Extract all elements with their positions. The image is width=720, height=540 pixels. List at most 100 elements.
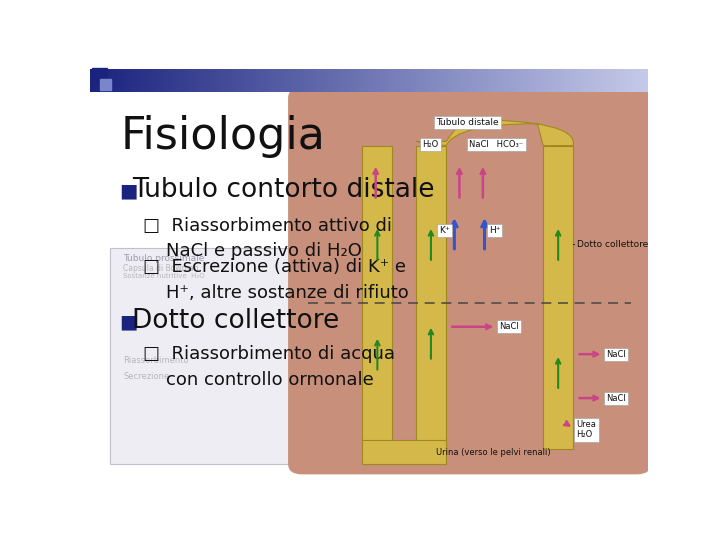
- Bar: [534, 69, 537, 92]
- Bar: [543, 146, 573, 449]
- Bar: [140, 69, 143, 92]
- Bar: [320, 69, 323, 92]
- Bar: [527, 69, 529, 92]
- Bar: [475, 69, 477, 92]
- Bar: [520, 69, 522, 92]
- Bar: [92, 69, 94, 92]
- Bar: [155, 69, 158, 92]
- Bar: [96, 69, 98, 92]
- Bar: [185, 69, 187, 92]
- Bar: [105, 69, 107, 92]
- Bar: [351, 69, 353, 92]
- Bar: [415, 69, 418, 92]
- Bar: [228, 69, 230, 92]
- Bar: [561, 69, 563, 92]
- Bar: [196, 69, 199, 92]
- Bar: [438, 69, 440, 92]
- Bar: [166, 69, 168, 92]
- Bar: [176, 69, 178, 92]
- Bar: [101, 69, 104, 92]
- Bar: [449, 69, 451, 92]
- Bar: [224, 69, 226, 92]
- Bar: [467, 69, 470, 92]
- Bar: [549, 69, 552, 92]
- Bar: [179, 69, 181, 92]
- Bar: [291, 69, 293, 92]
- Bar: [131, 69, 133, 92]
- Bar: [516, 69, 518, 92]
- Bar: [237, 69, 239, 92]
- Bar: [490, 69, 492, 92]
- Bar: [300, 69, 302, 92]
- Bar: [253, 69, 256, 92]
- Bar: [205, 69, 208, 92]
- Bar: [402, 69, 405, 92]
- Bar: [615, 69, 617, 92]
- Bar: [405, 69, 407, 92]
- Bar: [521, 69, 524, 92]
- Bar: [199, 69, 202, 92]
- Bar: [317, 69, 320, 92]
- Bar: [354, 69, 356, 92]
- Bar: [600, 69, 602, 92]
- Bar: [362, 146, 392, 442]
- Bar: [587, 69, 589, 92]
- Bar: [315, 69, 318, 92]
- Bar: [384, 69, 387, 92]
- Bar: [198, 69, 200, 92]
- Bar: [246, 69, 248, 92]
- Bar: [204, 69, 206, 92]
- Text: Dotto collettore: Dotto collettore: [577, 240, 648, 249]
- Bar: [399, 69, 401, 92]
- Bar: [639, 69, 641, 92]
- Bar: [641, 69, 643, 92]
- Bar: [427, 69, 429, 92]
- Bar: [287, 69, 289, 92]
- Bar: [596, 69, 598, 92]
- Bar: [536, 69, 539, 92]
- Bar: [252, 69, 254, 92]
- Bar: [377, 69, 379, 92]
- Bar: [510, 69, 513, 92]
- Bar: [585, 69, 588, 92]
- Bar: [593, 69, 595, 92]
- Bar: [386, 69, 388, 92]
- Bar: [360, 69, 362, 92]
- Bar: [345, 69, 347, 92]
- Bar: [441, 69, 444, 92]
- Bar: [508, 69, 511, 92]
- Bar: [269, 69, 271, 92]
- Bar: [606, 69, 608, 92]
- Bar: [488, 69, 490, 92]
- Bar: [258, 69, 260, 92]
- Bar: [356, 69, 359, 92]
- Bar: [190, 69, 193, 92]
- Bar: [183, 69, 186, 92]
- Bar: [562, 69, 565, 92]
- Bar: [539, 69, 541, 92]
- Bar: [570, 69, 572, 92]
- Bar: [118, 69, 120, 92]
- Bar: [507, 69, 509, 92]
- Bar: [298, 69, 301, 92]
- Bar: [523, 69, 526, 92]
- Bar: [280, 69, 282, 92]
- Bar: [99, 69, 102, 92]
- Bar: [583, 69, 585, 92]
- Bar: [451, 69, 454, 92]
- Bar: [129, 69, 132, 92]
- Bar: [306, 69, 308, 92]
- Bar: [473, 69, 476, 92]
- Bar: [194, 69, 197, 92]
- Bar: [248, 69, 251, 92]
- Bar: [412, 69, 414, 92]
- Bar: [572, 69, 574, 92]
- Bar: [542, 69, 544, 92]
- Bar: [644, 69, 647, 92]
- Bar: [226, 69, 228, 92]
- Bar: [533, 69, 535, 92]
- Bar: [142, 69, 145, 92]
- Bar: [97, 69, 100, 92]
- Bar: [395, 69, 397, 92]
- Bar: [559, 69, 561, 92]
